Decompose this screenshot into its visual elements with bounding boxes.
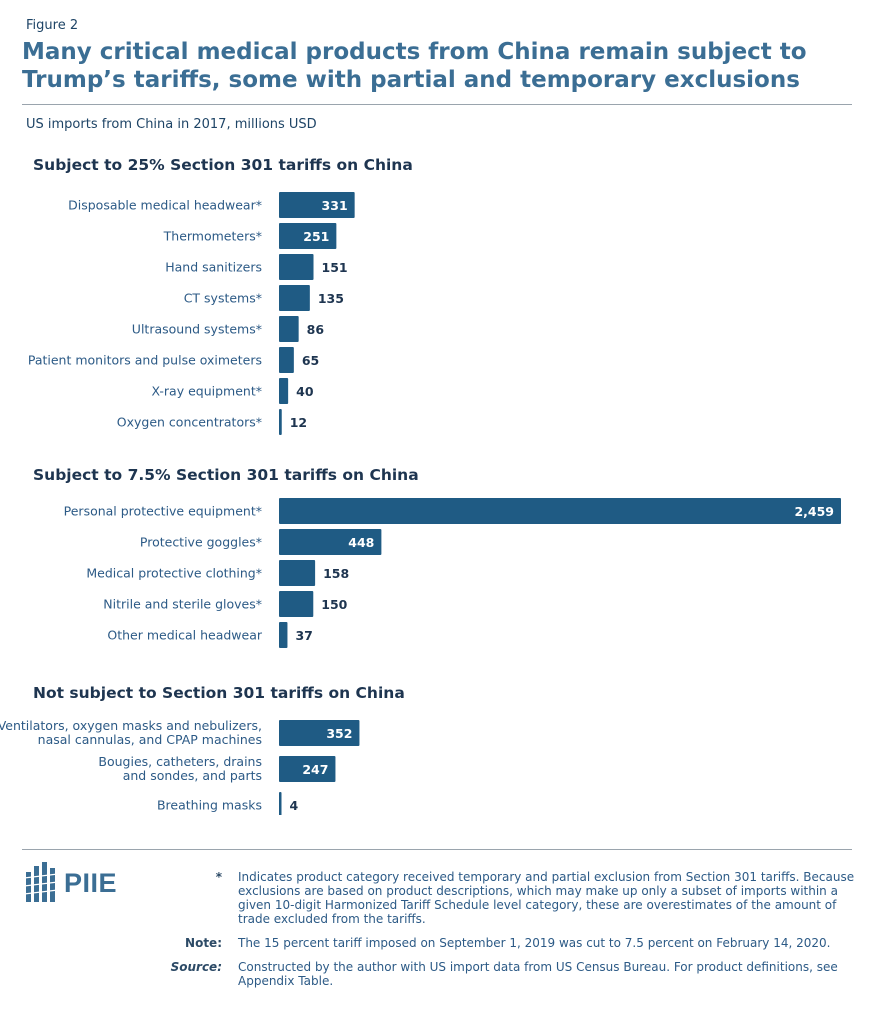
bar <box>279 378 289 404</box>
category-label: Thermometers* <box>163 229 262 244</box>
category-label: Bougies, catheters, drains and sondes, an… <box>98 754 262 783</box>
category-label: Ventilators, oxygen masks and nebulizers… <box>0 718 262 747</box>
category-label: CT systems* <box>184 291 262 306</box>
category-label: Protective goggles* <box>140 535 262 550</box>
footer-divider <box>22 849 852 850</box>
footnote-key: Note: <box>185 936 222 950</box>
bar-chart: Subject to 25% Section 301 tariffs on Ch… <box>0 156 841 815</box>
value-label: 151 <box>322 260 348 275</box>
value-label: 65 <box>302 353 319 368</box>
title-divider <box>22 104 852 105</box>
value-label: 158 <box>323 566 349 581</box>
value-label: 251 <box>303 229 329 244</box>
bar <box>279 409 282 435</box>
bar <box>279 254 314 280</box>
logo-text: PIIE <box>64 867 118 898</box>
bar <box>279 622 288 648</box>
category-label: X-ray equipment* <box>151 384 262 399</box>
category-label: Personal protective equipment* <box>64 504 262 519</box>
footnote-text: The 15 percent tariff imposed on Septemb… <box>238 936 831 950</box>
piie-logo: PIIE <box>24 862 117 904</box>
footnote-key: * <box>215 870 222 884</box>
category-label: Disposable medical headwear* <box>68 198 262 213</box>
group-title: Subject to 7.5% Section 301 tariffs on C… <box>33 466 419 484</box>
value-label: 352 <box>326 726 352 741</box>
footnote-source: Source: Constructed by the author with U… <box>150 960 855 988</box>
bar <box>279 756 336 782</box>
bar <box>279 285 310 311</box>
figure-label: Figure 2 <box>26 18 79 33</box>
bar <box>279 792 282 815</box>
value-label: 135 <box>318 291 344 306</box>
group-title: Subject to 25% Section 301 tariffs on Ch… <box>33 156 413 174</box>
chart-title: Many critical medical products from Chin… <box>22 39 807 93</box>
footnote-key: Source: <box>170 960 222 974</box>
category-label: Breathing masks <box>157 798 262 813</box>
category-label: Ultrasound systems* <box>132 322 262 337</box>
chart-subtitle: US imports from China in 2017, millions … <box>26 117 317 132</box>
category-label: Other medical headwear <box>107 628 262 643</box>
bar <box>279 498 841 524</box>
bar <box>279 347 294 373</box>
piie-building-icon <box>24 862 58 902</box>
value-label: 150 <box>321 597 347 612</box>
bar <box>279 529 382 555</box>
bar <box>279 192 355 218</box>
value-label: 247 <box>302 762 328 777</box>
footnote-note: Note: The 15 percent tariff imposed on S… <box>150 936 855 950</box>
footnote-text: Indicates product category received temp… <box>238 870 855 926</box>
bar <box>279 720 360 746</box>
value-label: 86 <box>307 322 325 337</box>
group-title: Not subject to Section 301 tariffs on Ch… <box>33 684 405 702</box>
bar <box>279 591 314 617</box>
value-label: 2,459 <box>794 504 834 519</box>
category-label: Medical protective clothing* <box>86 566 262 581</box>
value-label: 12 <box>290 415 307 430</box>
category-label: Patient monitors and pulse oximeters <box>28 353 262 368</box>
bar <box>279 560 316 586</box>
footnote-text: Constructed by the author with US import… <box>238 960 838 988</box>
value-label: 448 <box>348 535 374 550</box>
footnotes: * Indicates product category received te… <box>150 870 855 998</box>
value-label: 40 <box>296 384 314 399</box>
category-label: Nitrile and sterile gloves* <box>103 597 262 612</box>
bar <box>279 223 337 249</box>
bar <box>279 316 299 342</box>
footnote-asterisk: * Indicates product category received te… <box>150 870 855 926</box>
value-label: 331 <box>322 198 348 213</box>
value-label: 37 <box>295 628 312 643</box>
category-label: Hand sanitizers <box>165 260 262 275</box>
category-label: Oxygen concentrators* <box>117 415 262 430</box>
value-label: 4 <box>290 798 299 813</box>
